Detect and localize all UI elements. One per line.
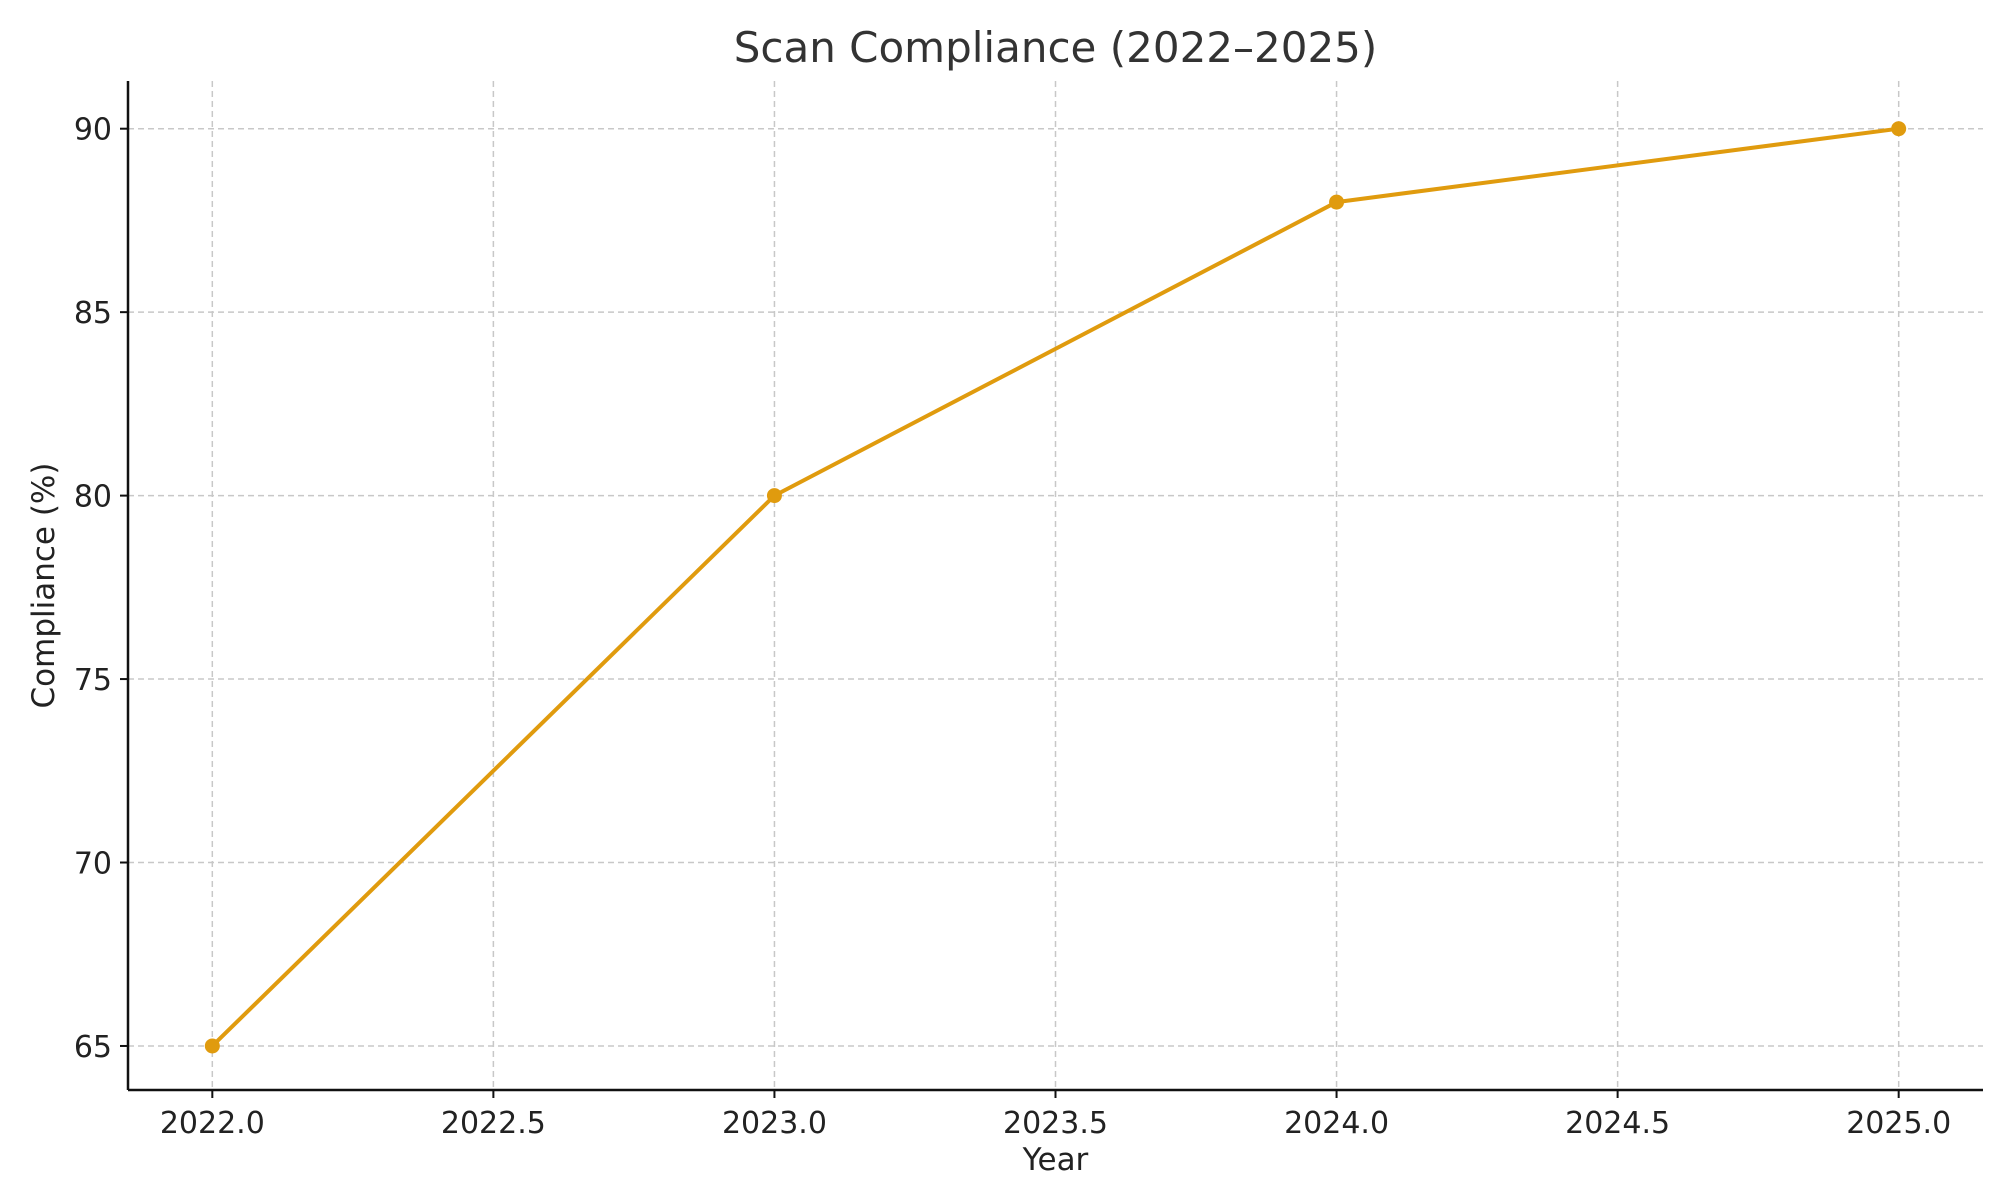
series-line bbox=[210, 126, 1901, 1048]
y-tick-label: 85 bbox=[74, 296, 112, 331]
data-point bbox=[204, 1038, 220, 1054]
x-axis-label: Year bbox=[1022, 1142, 1089, 1178]
y-tick-label: 75 bbox=[74, 663, 112, 698]
y-tick-label: 70 bbox=[74, 847, 112, 882]
x-tick-label: 2024.0 bbox=[1284, 1106, 1389, 1141]
x-tick-label: 2024.5 bbox=[1565, 1106, 1670, 1141]
x-tick-label: 2025.0 bbox=[1846, 1106, 1951, 1141]
chart-title: Scan Compliance (2022–2025) bbox=[734, 23, 1378, 72]
data-point bbox=[1891, 121, 1907, 137]
x-tick-label: 2022.5 bbox=[441, 1106, 546, 1141]
x-tick-label: 2022.0 bbox=[160, 1106, 265, 1141]
y-tick-label: 80 bbox=[74, 480, 112, 515]
data-point bbox=[1329, 194, 1345, 210]
y-axis-label: Compliance (%) bbox=[26, 463, 62, 709]
data-point bbox=[766, 488, 782, 504]
series-layer bbox=[204, 121, 1907, 1054]
y-tick-label: 90 bbox=[74, 113, 112, 148]
grid bbox=[128, 81, 1983, 1090]
y-tick-label: 65 bbox=[74, 1030, 112, 1065]
x-tick-label: 2023.5 bbox=[1003, 1106, 1108, 1141]
x-tick-label: 2023.0 bbox=[722, 1106, 827, 1141]
ticks: 2022.0 2022.5 2023.0 2023.5 2024.0 2024.5 2025… bbox=[74, 113, 1951, 1141]
